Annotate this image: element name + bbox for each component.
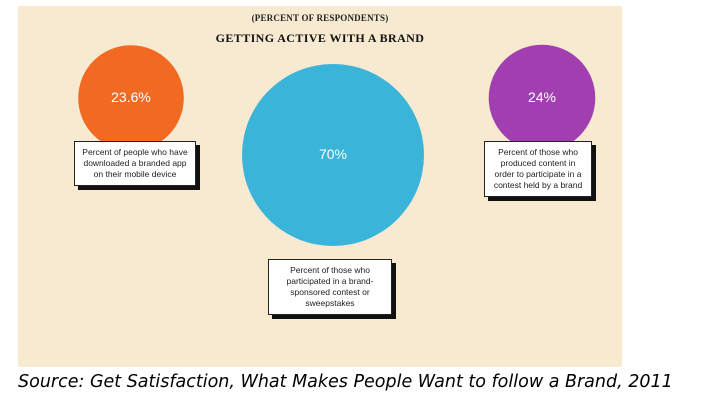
chart-title: GETTING ACTIVE WITH A BRAND [215,31,425,45]
chart-subtitle: (PERCENT OF RESPONDENTS) [251,13,389,23]
bubble-label-app: 23.6% [111,89,151,105]
callout-app: Percent of people who have downloaded a … [74,141,196,186]
bubble-chart [78,44,596,246]
bubble-app [78,45,184,151]
infographic-panel: (PERCENT OF RESPONDENTS) GETTING ACTIVE … [18,6,622,367]
bubble-contest [242,64,424,246]
bubble-label-content: 24% [527,89,557,105]
bubble-content [488,44,596,152]
callout-contest: Percent of those who participated in a b… [268,259,392,315]
bubble-label-contest: 70% [318,146,348,162]
callout-content: Percent of those who produced content in… [484,141,592,197]
source-caption: Source: Get Satisfaction, What Makes Peo… [18,372,673,392]
